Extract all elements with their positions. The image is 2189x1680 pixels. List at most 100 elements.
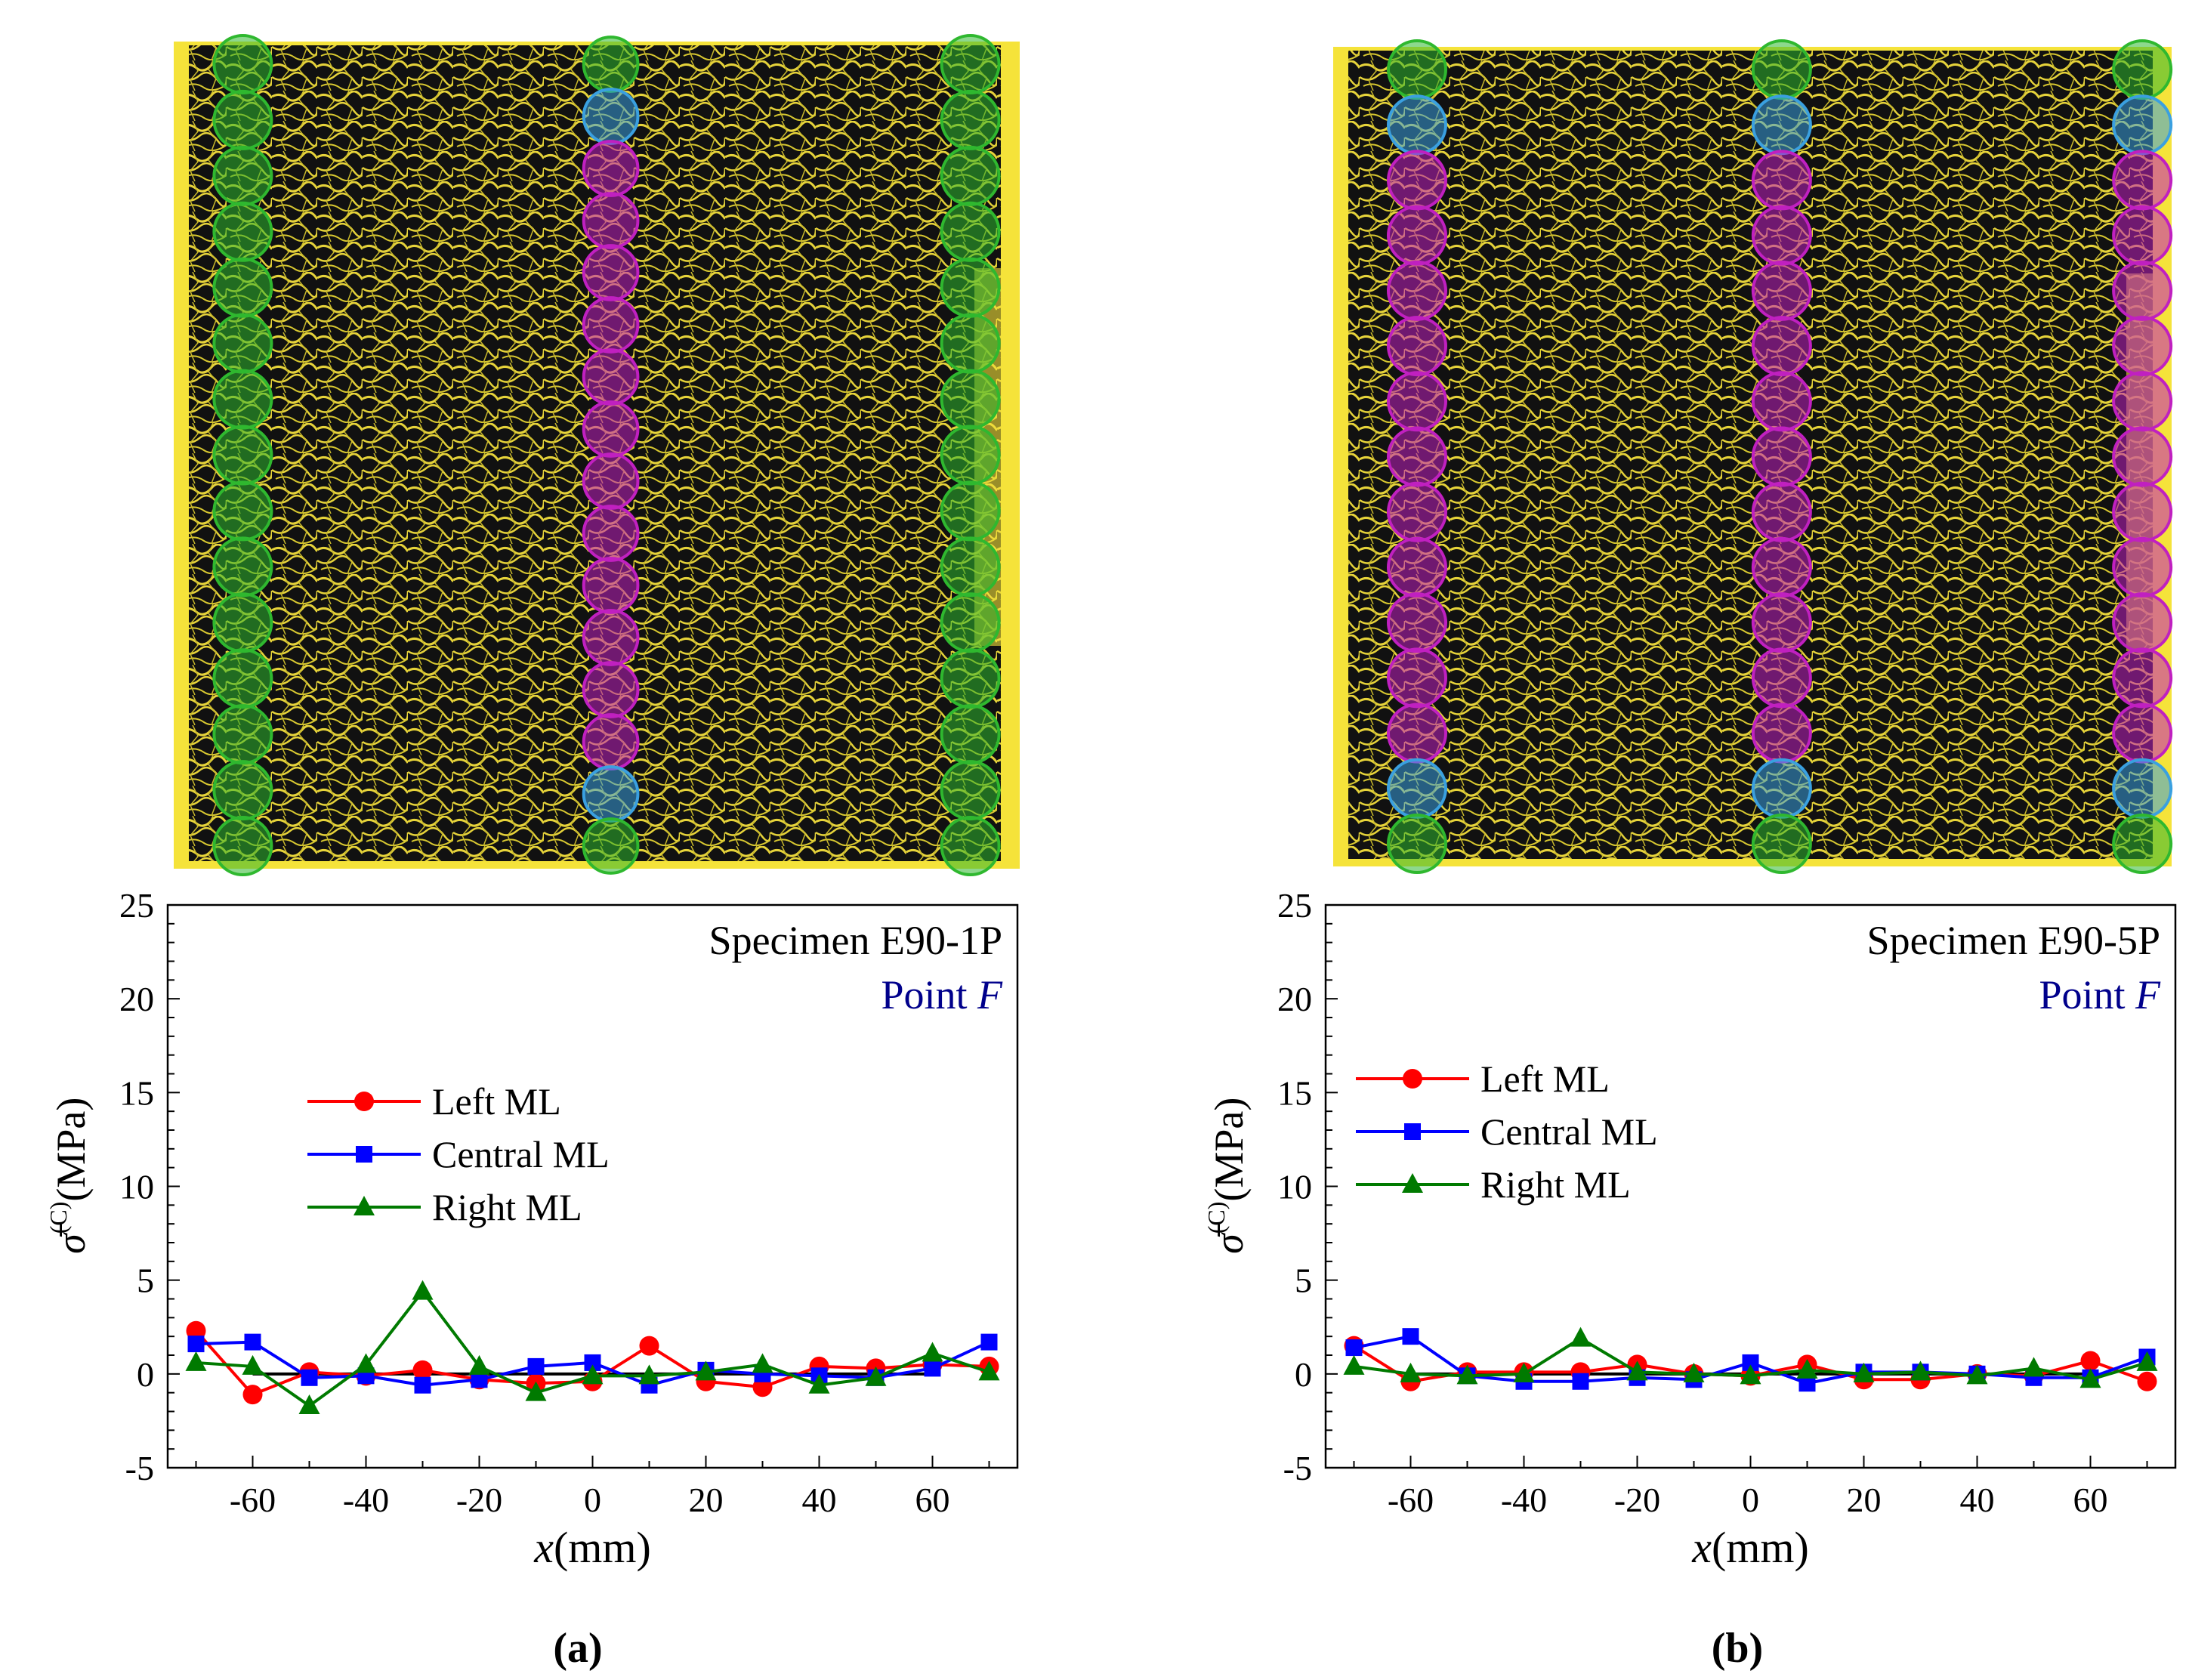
gauge-circle bbox=[2112, 703, 2173, 764]
x-tick-label: -40 bbox=[1501, 1481, 1547, 1519]
gauge-circle bbox=[582, 452, 640, 510]
gauge-circle bbox=[940, 536, 1001, 598]
y-tick-label: 0 bbox=[1295, 1355, 1312, 1394]
data-point bbox=[639, 1336, 659, 1356]
gauge-circle bbox=[1387, 150, 1447, 211]
data-point bbox=[1910, 1360, 1931, 1381]
plot-axes: -5 0 5 10 15 20 25 -60 -40 -20 0 20 40 60 bbox=[1277, 886, 2177, 1519]
gauge-circle bbox=[1751, 814, 1812, 874]
y-axis-superscript: (C) bbox=[1203, 1202, 1230, 1234]
x-tick-label: -40 bbox=[343, 1481, 389, 1519]
data-point bbox=[638, 1364, 660, 1385]
data-point bbox=[1626, 1360, 1648, 1381]
y-tick-label: 25 bbox=[1277, 886, 1312, 925]
data-point bbox=[865, 1366, 887, 1386]
data-point bbox=[1966, 1364, 1988, 1385]
gauge-circle bbox=[582, 400, 640, 458]
specimen-title: Specimen E90-1P bbox=[709, 918, 1002, 963]
y-tick-label: 20 bbox=[119, 980, 154, 1018]
data-point bbox=[1570, 1326, 1592, 1347]
legend-marker bbox=[1402, 1173, 1423, 1193]
panel-b: -5 0 5 10 15 20 25 -60 -40 -20 0 20 40 60 Specimen E90… bbox=[1203, 39, 2177, 1672]
data-point bbox=[301, 1369, 318, 1386]
y-axis-superscript: (C) bbox=[45, 1202, 72, 1234]
y-tick-label: 25 bbox=[119, 886, 154, 925]
series-right-ml bbox=[185, 1280, 1000, 1415]
legend-label: Left ML bbox=[1480, 1058, 1610, 1100]
data-point bbox=[582, 1364, 604, 1385]
gauge-circle bbox=[582, 713, 640, 771]
legend-label: Central ML bbox=[432, 1133, 610, 1175]
gauge-circle bbox=[1751, 39, 1812, 100]
gauge-circle bbox=[212, 536, 273, 598]
gauge-circle bbox=[2112, 205, 2173, 266]
data-point bbox=[414, 1376, 431, 1394]
y-tick-label: -5 bbox=[125, 1449, 154, 1487]
y-axis-label: σ̄(C)(MPa) bbox=[45, 1098, 94, 1254]
legend-label: Right ML bbox=[432, 1186, 582, 1228]
data-point bbox=[1343, 1354, 1365, 1375]
point-label-letter: F bbox=[977, 972, 1003, 1018]
gauge-circle bbox=[582, 557, 640, 614]
data-point bbox=[468, 1354, 490, 1375]
x-tick-label: -60 bbox=[1388, 1481, 1434, 1519]
x-tick-label: -60 bbox=[230, 1481, 276, 1519]
gauge-circle bbox=[1751, 481, 1812, 542]
point-label: Point F bbox=[2039, 972, 2161, 1018]
data-point bbox=[2137, 1371, 2157, 1391]
data-point bbox=[1345, 1339, 1363, 1357]
data-point bbox=[1572, 1373, 1589, 1390]
gauge-circle bbox=[940, 704, 1001, 765]
legend-label: Right ML bbox=[1480, 1163, 1631, 1206]
gauge-circle bbox=[582, 505, 640, 562]
gauge-circle bbox=[212, 145, 273, 206]
x-axis-symbol: x bbox=[1691, 1523, 1712, 1572]
gauge-circle bbox=[1751, 703, 1812, 764]
gauge-circle bbox=[1387, 316, 1447, 377]
gauge-circle bbox=[2112, 39, 2173, 100]
x-tick-label: 60 bbox=[915, 1481, 950, 1519]
data-point bbox=[298, 1394, 320, 1415]
x-axis-label: x(mm) bbox=[533, 1523, 651, 1572]
gauge-circle bbox=[2112, 94, 2173, 156]
y-tick-label: -5 bbox=[1283, 1449, 1312, 1487]
gauge-circle bbox=[1751, 536, 1812, 598]
gauge-circle bbox=[2112, 536, 2173, 598]
data-point bbox=[1513, 1362, 1535, 1382]
y-tick-label: 15 bbox=[1277, 1073, 1312, 1112]
x-tick-label: 20 bbox=[1847, 1481, 1882, 1519]
data-point bbox=[1742, 1354, 1759, 1371]
gauge-circle bbox=[2112, 592, 2173, 653]
gauge-circle bbox=[582, 244, 640, 301]
y-tick-label: 5 bbox=[1295, 1262, 1312, 1300]
gauge-circle bbox=[212, 425, 273, 486]
x-axis-symbol: x bbox=[533, 1523, 554, 1572]
gauge-circle bbox=[582, 765, 640, 823]
gauge-circle bbox=[1751, 94, 1812, 156]
data-point bbox=[1683, 1362, 1705, 1382]
gauge-circle bbox=[212, 760, 273, 821]
point-label: Point F bbox=[881, 972, 1003, 1018]
gauge-circle bbox=[212, 313, 273, 374]
data-point bbox=[2023, 1357, 2045, 1377]
gauge-circle bbox=[2112, 426, 2173, 487]
y-tick-label: 15 bbox=[119, 1073, 154, 1112]
gauge-circle bbox=[1751, 205, 1812, 266]
gauge-circle bbox=[212, 592, 273, 653]
y-tick-label: 5 bbox=[137, 1262, 154, 1300]
gauge-circle bbox=[940, 201, 1001, 262]
x-tick-label: -20 bbox=[1614, 1481, 1660, 1519]
gauge-circle bbox=[582, 609, 640, 666]
series-right-ml bbox=[1343, 1326, 2158, 1388]
gauge-circle bbox=[1751, 647, 1812, 709]
data-point bbox=[527, 1357, 545, 1375]
data-point bbox=[471, 1371, 488, 1388]
gauge-circle bbox=[1387, 703, 1447, 764]
crack-pattern bbox=[1348, 51, 2153, 859]
legend-label: Central ML bbox=[1480, 1110, 1658, 1153]
gauge-circle bbox=[1387, 647, 1447, 709]
specimen-photo bbox=[174, 34, 1020, 876]
gauge-circle bbox=[582, 348, 640, 406]
gauge-circle bbox=[1387, 371, 1447, 432]
